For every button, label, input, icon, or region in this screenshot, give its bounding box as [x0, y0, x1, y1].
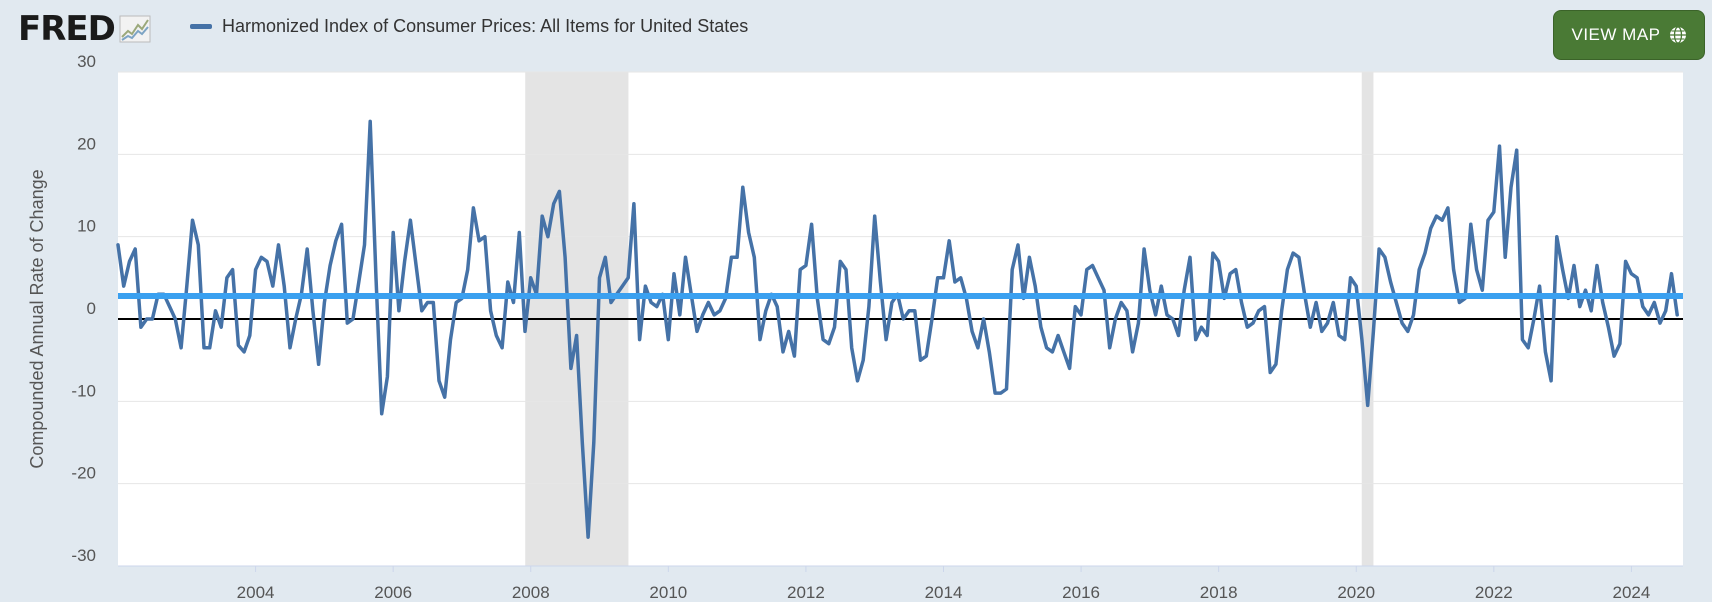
logo-text: FRED: [18, 9, 116, 49]
view-map-label: VIEW MAP: [1571, 25, 1661, 44]
y-tick-label: -10: [71, 381, 96, 400]
y-tick-label: 30: [77, 52, 96, 71]
x-tick-label: 2022: [1475, 583, 1513, 602]
chart-legend: Harmonized Index of Consumer Prices: All…: [190, 16, 748, 37]
y-tick-label: -20: [71, 464, 96, 483]
x-tick-label: 2016: [1062, 583, 1100, 602]
x-tick-label: 2014: [925, 583, 963, 602]
x-tick-label: 2008: [512, 583, 550, 602]
y-tick-label: 0: [87, 299, 96, 318]
x-tick-label: 2012: [787, 583, 825, 602]
x-tick-label: 2004: [237, 583, 275, 602]
x-tick-label: 2006: [374, 583, 412, 602]
x-tick-label: 2024: [1612, 583, 1650, 602]
y-tick-label: 10: [77, 217, 96, 236]
y-tick-label: 20: [77, 134, 96, 153]
globe-icon: [1669, 26, 1686, 44]
fred-logo[interactable]: FRED: [18, 10, 151, 48]
x-tick-label: 2020: [1337, 583, 1375, 602]
legend-label: Harmonized Index of Consumer Prices: All…: [222, 16, 749, 36]
legend-swatch: [190, 24, 212, 29]
y-axis-ticks: 30 20 10 0 -10 -20 -30: [71, 52, 96, 565]
y-tick-label: -30: [71, 546, 96, 565]
trend-line-icon: [119, 15, 151, 43]
x-tick-label: 2018: [1200, 583, 1238, 602]
y-axis-label: Compounded Annual Rate of Change: [27, 169, 47, 468]
x-tick-label: 2010: [649, 583, 687, 602]
x-axis-ticks: 2004 2006 2008 2010 2012 2014 2016 2018 2020 2022…: [118, 565, 1683, 602]
view-map-button[interactable]: VIEW MAP: [1553, 10, 1705, 60]
